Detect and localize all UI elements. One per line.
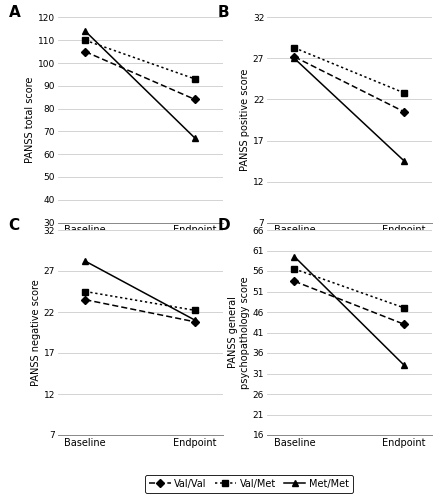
Text: C: C [8,218,20,232]
Y-axis label: PANSS general
psychopathology score: PANSS general psychopathology score [228,276,250,389]
Legend: Val/Val, Val/Met, Met/Met: Val/Val, Val/Met, Met/Met [145,475,353,492]
Y-axis label: PANSS positive score: PANSS positive score [240,69,250,171]
Text: D: D [218,218,230,232]
Y-axis label: PANSS negative score: PANSS negative score [31,279,41,386]
Text: B: B [218,5,229,20]
Text: A: A [8,5,20,20]
Y-axis label: PANSS total score: PANSS total score [25,77,35,163]
